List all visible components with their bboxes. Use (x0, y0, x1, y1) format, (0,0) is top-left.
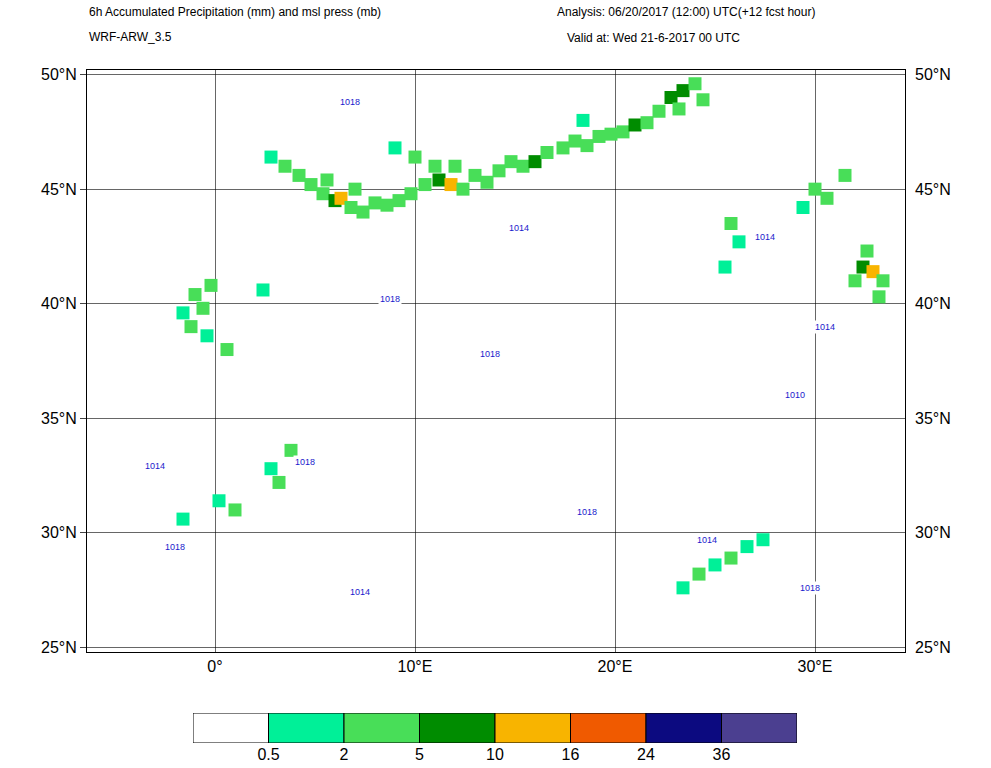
svg-text:1014: 1014 (697, 535, 717, 545)
svg-text:10: 10 (486, 746, 504, 763)
svg-text:1014: 1014 (815, 322, 835, 332)
svg-text:2: 2 (340, 746, 349, 763)
svg-text:35°N: 35°N (41, 410, 77, 427)
svg-text:30°N: 30°N (41, 524, 77, 541)
svg-text:Analysis: 06/20/2017 (12:00) U: Analysis: 06/20/2017 (12:00) UTC(+12 fcs… (557, 5, 815, 19)
svg-text:30°N: 30°N (915, 524, 951, 541)
svg-text:1018: 1018 (577, 507, 597, 517)
svg-text:35°N: 35°N (915, 410, 951, 427)
svg-text:40°N: 40°N (915, 295, 951, 312)
svg-text:1014: 1014 (509, 223, 529, 233)
svg-text:16: 16 (562, 746, 580, 763)
svg-text:25°N: 25°N (915, 639, 951, 656)
svg-text:1018: 1018 (295, 457, 315, 467)
svg-text:25°N: 25°N (41, 639, 77, 656)
svg-text:1018: 1018 (165, 542, 185, 552)
svg-text:40°N: 40°N (41, 295, 77, 312)
svg-text:1018: 1018 (800, 583, 820, 593)
svg-text:1018: 1018 (480, 349, 500, 359)
svg-text:36: 36 (713, 746, 731, 763)
svg-text:24: 24 (637, 746, 655, 763)
svg-text:20°E: 20°E (598, 658, 633, 675)
svg-text:1014: 1014 (145, 461, 165, 471)
svg-text:0.5: 0.5 (257, 746, 279, 763)
svg-text:Valid at: Wed 21-6-2017 00 UTC: Valid at: Wed 21-6-2017 00 UTC (567, 31, 740, 45)
svg-text:1018: 1018 (380, 294, 400, 304)
svg-text:5: 5 (415, 746, 424, 763)
svg-text:1010: 1010 (785, 390, 805, 400)
svg-text:6h Accumulated Precipitation (: 6h Accumulated Precipitation (mm) and ms… (89, 5, 381, 19)
svg-text:1014: 1014 (350, 587, 370, 597)
svg-text:45°N: 45°N (41, 181, 77, 198)
svg-text:WRF-ARW_3.5: WRF-ARW_3.5 (89, 30, 172, 44)
svg-text:50°N: 50°N (915, 66, 951, 83)
svg-text:1014: 1014 (755, 232, 775, 242)
svg-text:0°: 0° (207, 658, 222, 675)
svg-text:1018: 1018 (340, 97, 360, 107)
svg-text:30°E: 30°E (798, 658, 833, 675)
svg-text:45°N: 45°N (915, 181, 951, 198)
svg-text:10°E: 10°E (398, 658, 433, 675)
svg-text:50°N: 50°N (41, 66, 77, 83)
